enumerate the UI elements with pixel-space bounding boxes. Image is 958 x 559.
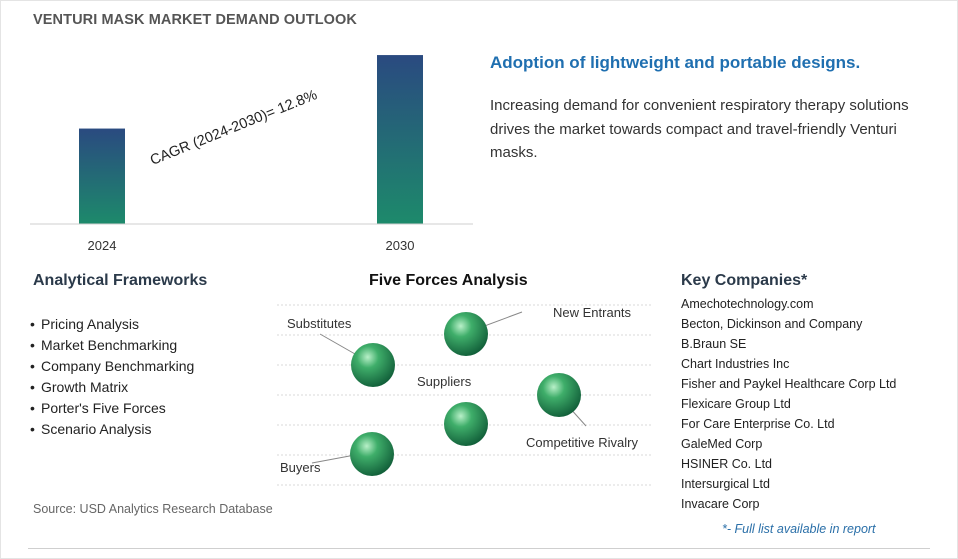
force-label-substitutes: Substitutes — [287, 316, 352, 331]
company-item: Becton, Dickinson and Company — [681, 317, 863, 331]
framework-item: Pricing Analysis — [30, 314, 194, 335]
bottom-divider — [28, 548, 930, 549]
framework-item: Porter's Five Forces — [30, 398, 194, 419]
force-label-new-entrants: New Entrants — [553, 305, 632, 320]
frameworks-list: Pricing Analysis Market Benchmarking Com… — [30, 314, 194, 440]
company-item: Fisher and Paykel Healthcare Corp Ltd — [681, 377, 897, 391]
force-sphere-competitive-rivalry — [537, 373, 581, 417]
company-item: Intersurgical Ltd — [681, 477, 770, 491]
companies-title: Key Companies* — [681, 272, 808, 289]
x-tick-label: 2024 — [88, 238, 117, 253]
company-item: GaleMed Corp — [681, 437, 763, 451]
force-sphere-substitutes — [351, 343, 395, 387]
bar-2030 — [377, 55, 423, 224]
five-forces-grid-lines — [277, 304, 653, 486]
trend-headline: Adoption of lightweight and portable des… — [490, 53, 861, 72]
framework-item: Growth Matrix — [30, 377, 194, 398]
source-note: Source: USD Analytics Research Database — [33, 502, 273, 516]
force-sphere-buyers — [350, 432, 394, 476]
framework-item: Scenario Analysis — [30, 419, 194, 440]
company-item: Amechotechnology.com — [681, 297, 814, 311]
bar-2024 — [79, 128, 125, 224]
x-tick-label: 2030 — [386, 238, 415, 253]
force-sphere-new-entrants — [444, 312, 488, 356]
company-item: For Care Enterprise Co. Ltd — [681, 417, 835, 431]
company-item: B.Braun SE — [681, 337, 747, 351]
framework-item: Company Benchmarking — [30, 356, 194, 377]
company-item: HSINER Co. Ltd — [681, 457, 773, 471]
company-item: Chart Industries Inc — [681, 357, 790, 371]
companies-list: Amechotechnology.com Becton, Dickinson a… — [681, 294, 896, 514]
force-sphere-suppliers — [444, 402, 488, 446]
trend-description: Increasing demand for convenient respira… — [490, 97, 909, 161]
force-label-buyers: Buyers — [280, 460, 321, 475]
five-forces-title: Five Forces Analysis — [369, 272, 528, 289]
force-label-competitive-rivalry: Competitive Rivalry — [526, 435, 638, 450]
company-item: Invacare Corp — [681, 497, 760, 511]
force-label-suppliers: Suppliers — [417, 374, 472, 389]
company-item: Flexicare Group Ltd — [681, 397, 791, 411]
framework-item: Market Benchmarking — [30, 335, 194, 356]
companies-footnote: *- Full list available in report — [722, 522, 876, 536]
page-title: VENTURI MASK MARKET DEMAND OUTLOOK — [33, 12, 357, 28]
frameworks-title: Analytical Frameworks — [33, 272, 208, 289]
